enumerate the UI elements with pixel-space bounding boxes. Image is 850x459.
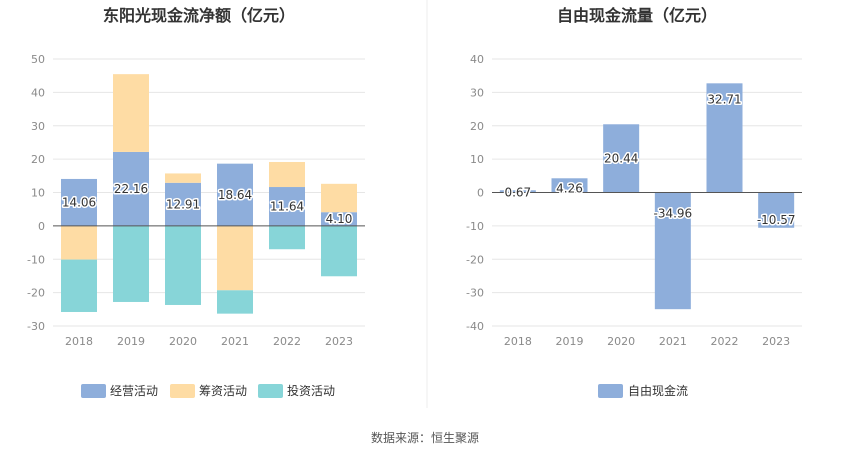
x-tick-label: 2018 xyxy=(504,335,532,348)
gridlines xyxy=(53,58,365,327)
bar xyxy=(321,183,357,213)
data-label: 11.64 xyxy=(270,199,304,213)
data-label: 14.06 xyxy=(62,195,96,209)
y-tick-label: 20 xyxy=(31,153,45,166)
legend-swatch-investing xyxy=(258,384,283,398)
bar xyxy=(113,225,149,302)
x-tick-label: 2018 xyxy=(65,335,93,348)
bar xyxy=(113,151,149,226)
y-tick-label: 0 xyxy=(38,220,45,233)
bar xyxy=(551,178,588,193)
bar xyxy=(499,190,536,193)
data-label: -34.96 xyxy=(653,207,692,221)
bar xyxy=(706,83,743,193)
bar xyxy=(269,225,305,250)
data-labels: 0.67 4.26 20.44 -34.96 32.71 -10.57 xyxy=(503,91,797,228)
x-tick-label: 2020 xyxy=(607,335,635,348)
legend-label-investing: 投资活动 xyxy=(287,383,335,398)
bar xyxy=(603,124,640,193)
y-tick-label: 10 xyxy=(470,153,484,166)
data-label: 18.64 xyxy=(218,188,252,202)
data-label: 4.26 xyxy=(556,181,583,195)
bar xyxy=(758,192,795,228)
y-axis-ticks: 40 30 20 10 0 -10 -20 -30 -40 xyxy=(466,53,484,333)
legend-swatch-financing xyxy=(170,384,195,398)
bar xyxy=(165,225,201,305)
bar xyxy=(269,161,305,188)
data-label: 22.16 xyxy=(114,182,148,196)
bar xyxy=(321,225,357,277)
x-tick-label: 2019 xyxy=(117,335,145,348)
x-tick-label: 2019 xyxy=(556,335,584,348)
legend-item-operating[interactable]: 经营活动 xyxy=(81,384,158,398)
bar xyxy=(165,182,201,226)
legend-item-investing[interactable]: 投资活动 xyxy=(258,383,335,398)
bar xyxy=(654,192,691,310)
y-tick-label: -20 xyxy=(27,287,45,300)
x-tick-label: 2021 xyxy=(221,335,249,348)
bar xyxy=(217,163,253,226)
x-tick-label: 2023 xyxy=(762,335,790,348)
data-label: 32.71 xyxy=(707,93,741,107)
x-tick-label: 2020 xyxy=(169,335,197,348)
y-tick-label: 30 xyxy=(31,120,45,133)
x-axis-ticks: 2018 2019 2020 2021 2022 2023 xyxy=(504,335,790,348)
y-tick-label: 20 xyxy=(470,120,484,133)
y-tick-label: -10 xyxy=(466,220,484,233)
y-tick-label: 50 xyxy=(31,53,45,66)
y-tick-label: -40 xyxy=(466,320,484,333)
bar xyxy=(321,212,357,226)
legend: 经营活动 筹资活动 投资活动 xyxy=(81,383,335,398)
legend-swatch-free-cash-flow xyxy=(598,384,623,398)
bar xyxy=(165,173,201,183)
y-tick-label: 40 xyxy=(470,53,484,66)
bar xyxy=(61,259,97,312)
legend-label-free-cash-flow: 自由现金流 xyxy=(628,383,688,398)
x-tick-label: 2022 xyxy=(273,335,301,348)
bar xyxy=(113,74,149,152)
x-axis-ticks: 2018 2019 2020 2021 2022 2023 xyxy=(65,335,353,348)
y-tick-label: 30 xyxy=(470,86,484,99)
legend: 自由现金流 xyxy=(598,383,688,398)
bar xyxy=(269,187,305,226)
y-axis-ticks: 50 40 30 20 10 0 -10 -20 -30 xyxy=(27,53,45,333)
x-tick-label: 2023 xyxy=(325,335,353,348)
bar xyxy=(61,225,97,260)
y-tick-label: 0 xyxy=(477,187,484,200)
bar xyxy=(217,225,253,291)
legend-label-financing: 筹资活动 xyxy=(199,384,247,398)
data-label: 12.91 xyxy=(166,197,200,211)
y-tick-label: -30 xyxy=(27,320,45,333)
bar xyxy=(61,178,97,226)
bar xyxy=(217,290,253,314)
legend-item-free-cash-flow[interactable]: 自由现金流 xyxy=(598,383,688,398)
legend-swatch-operating xyxy=(81,384,106,398)
data-label: -10.57 xyxy=(757,213,796,227)
y-tick-label: -20 xyxy=(466,253,484,266)
data-label: 20.44 xyxy=(604,151,638,165)
data-label: 0.67 xyxy=(504,186,531,200)
y-tick-label: 10 xyxy=(31,187,45,200)
chart-title: 东阳光现金流净额（亿元） xyxy=(103,6,295,25)
source-note: 数据来源：恒生聚源 xyxy=(371,430,479,445)
y-tick-label: -10 xyxy=(27,253,45,266)
data-labels: 14.06 22.16 12.91 18.64 11.64 4.10 xyxy=(60,180,354,227)
legend-item-financing[interactable]: 筹资活动 xyxy=(170,384,247,398)
bars xyxy=(499,83,795,310)
x-tick-label: 2021 xyxy=(659,335,687,348)
gridlines xyxy=(492,58,802,327)
bars xyxy=(61,74,357,314)
data-label: 4.10 xyxy=(326,212,353,226)
chart-title: 自由现金流量（亿元） xyxy=(557,6,717,25)
legend-label-operating: 经营活动 xyxy=(110,384,158,398)
x-tick-label: 2022 xyxy=(711,335,739,348)
y-tick-label: 40 xyxy=(31,86,45,99)
y-tick-label: -30 xyxy=(466,287,484,300)
